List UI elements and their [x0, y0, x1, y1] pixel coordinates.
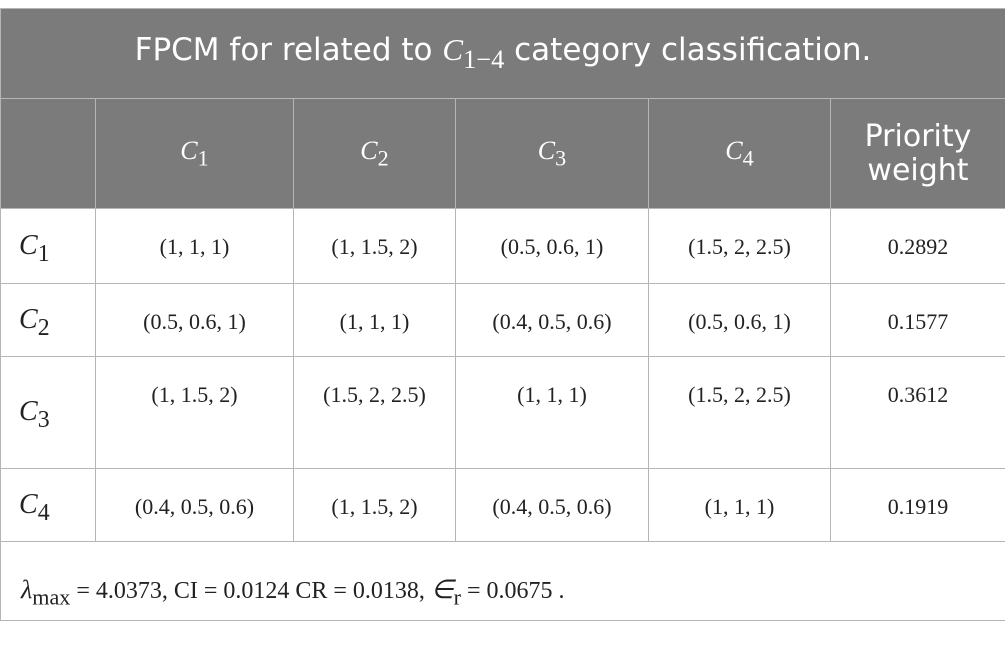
header-label: C3: [537, 135, 566, 171]
row-label-text: C4: [19, 488, 50, 526]
matrix-cell: (1, 1, 1): [455, 356, 649, 469]
row-label: C3: [0, 356, 96, 469]
footnote-part: ∈r: [430, 575, 461, 610]
title-symbol: C1−4: [442, 32, 504, 74]
header-label: C2: [360, 135, 388, 171]
math-base: C: [19, 229, 38, 261]
math-subscript: 1−4: [463, 44, 505, 74]
row-label: C1: [0, 208, 96, 284]
math-subscript: max: [32, 584, 71, 610]
matrix-cell: (1.5, 2, 2.5): [648, 356, 831, 469]
math-base: C: [537, 135, 556, 165]
table-row: C3 (1, 1.5, 2) (1.5, 2, 2.5) (1, 1, 1) (1.5,…: [0, 356, 1005, 469]
table-title: FPCM for related to C1−4 category classi…: [0, 8, 1005, 99]
fpcm-table: FPCM for related to C1−4 category classi…: [0, 8, 1005, 621]
title-text: FPCM for related to: [134, 32, 433, 69]
matrix-cell: (1, 1.5, 2): [95, 356, 294, 469]
matrix-cell: (1.5, 2, 2.5): [648, 208, 831, 284]
math-subscript: 1: [37, 241, 50, 268]
math-base: ∈: [430, 575, 454, 604]
matrix-cell: (1, 1.5, 2): [293, 468, 456, 542]
column-header: C1: [95, 98, 294, 209]
footnote-part: = 4.0373, CI = 0.0124 CR = 0.0138,: [76, 578, 425, 604]
matrix-cell: (0.5, 0.6, 1): [648, 283, 831, 357]
header-label: C4: [725, 135, 753, 171]
math-base: C: [19, 488, 38, 520]
math-subscript: 1: [197, 145, 209, 171]
matrix-cell: (1, 1, 1): [95, 208, 294, 284]
matrix-cell: (1, 1, 1): [293, 283, 456, 357]
header-label: Priority weight: [864, 118, 972, 188]
table-body: C1 (1, 1, 1) (1, 1.5, 2) (0.5, 0.6, 1) (1.5,…: [0, 208, 1005, 542]
footnote-part: = 0.0675 .: [466, 578, 565, 604]
table-row: C4 (0.4, 0.5, 0.6) (1, 1.5, 2) (0.4, 0.5, 0…: [0, 468, 1005, 542]
column-header: Priority weight: [829, 98, 1005, 209]
matrix-cell: (0.4, 0.5, 0.6): [455, 283, 649, 357]
row-label-text: C3: [19, 396, 50, 433]
column-header: C4: [648, 98, 831, 209]
table-footnote: λmax = 4.0373, CI = 0.0124 CR = 0.0138, …: [0, 541, 1005, 621]
title-text: category classification.: [514, 32, 872, 69]
matrix-cell: (0.5, 0.6, 1): [455, 208, 649, 284]
math-base: λ: [21, 575, 33, 604]
table-row: C2 (0.5, 0.6, 1) (1, 1, 1) (0.4, 0.5, 0.6)(…: [0, 283, 1005, 357]
math-subscript: 4: [37, 500, 50, 527]
header-label: C1: [180, 135, 208, 171]
matrix-cell: (0.4, 0.5, 0.6): [95, 468, 294, 542]
math-base: C: [725, 135, 743, 165]
math-subscript: r: [453, 584, 461, 610]
row-label: C2: [0, 283, 96, 357]
matrix-cell: (0.4, 0.5, 0.6): [455, 468, 649, 542]
math-subscript: 4: [742, 145, 754, 171]
math-base: C: [360, 135, 378, 165]
math-subscript: 2: [377, 145, 389, 171]
weight-cell: 0.1577: [829, 283, 1005, 357]
row-label: C4: [0, 468, 96, 542]
matrix-cell: (1, 1.5, 2): [293, 208, 456, 284]
column-header: C3: [455, 98, 649, 209]
weight-cell: 0.1919: [829, 468, 1005, 542]
table-row: C1 (1, 1, 1) (1, 1.5, 2) (0.5, 0.6, 1) (1.5,…: [0, 208, 1005, 284]
matrix-cell: (1.5, 2, 2.5): [293, 356, 456, 469]
row-label-text: C2: [19, 303, 50, 341]
weight-cell: 0.2892: [829, 208, 1005, 284]
math-base: C: [19, 303, 38, 335]
header-row: C1 C2 C3 C4 Priority weight: [0, 98, 1005, 209]
column-header: C2: [293, 98, 456, 209]
footnote-part: λmax: [21, 575, 70, 610]
row-label-text: C1: [19, 229, 50, 267]
math-subscript: 3: [555, 145, 567, 171]
matrix-cell: (0.5, 0.6, 1): [95, 283, 294, 357]
math-subscript: 3: [37, 407, 50, 434]
math-subscript: 2: [37, 315, 50, 342]
math-base: C: [442, 32, 464, 68]
math-base: C: [19, 396, 38, 428]
corner-cell: [0, 98, 96, 209]
math-base: C: [180, 135, 198, 165]
weight-cell: 0.3612: [829, 356, 1005, 469]
matrix-cell: (1, 1, 1): [648, 468, 831, 542]
